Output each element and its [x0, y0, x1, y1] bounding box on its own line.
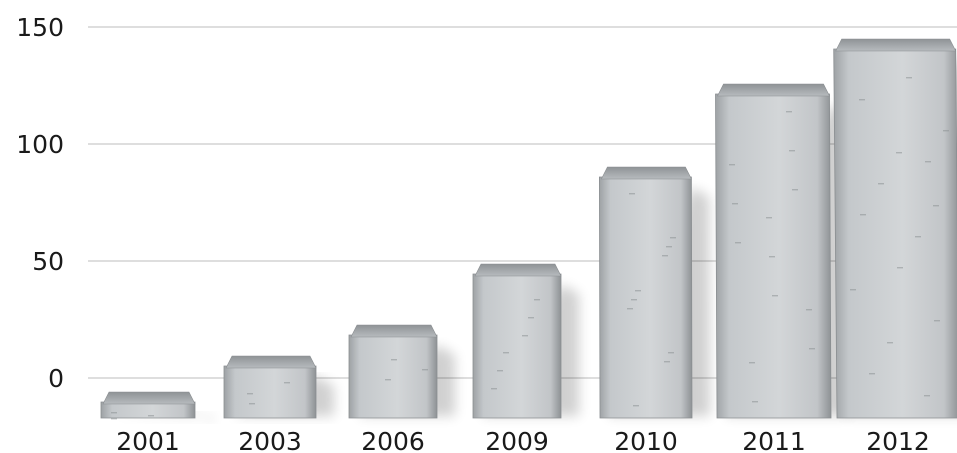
- bar-texture: [749, 362, 755, 364]
- x-tick-label: 2009: [485, 427, 549, 453]
- bar-texture: [752, 401, 758, 403]
- y-axis: 0 50 100 150: [16, 13, 64, 393]
- bar-texture: [933, 205, 939, 207]
- bar-top: [474, 263, 562, 277]
- bar-texture: [111, 412, 117, 414]
- bar-top: [102, 391, 196, 405]
- bar-top: [600, 166, 692, 180]
- bar-texture: [666, 246, 672, 248]
- y-tick-label: 0: [48, 364, 64, 393]
- bar-face: [100, 401, 196, 419]
- bar-texture: [896, 152, 902, 154]
- bar-2001: [100, 391, 213, 422]
- x-tick-label: 2010: [614, 427, 678, 453]
- bar-texture: [869, 373, 875, 375]
- bar-2012: [833, 38, 957, 419]
- bar-texture: [735, 242, 741, 244]
- bar-texture: [809, 348, 815, 350]
- bar-texture: [924, 395, 930, 397]
- bar-texture: [422, 369, 428, 371]
- bar-texture: [772, 295, 778, 297]
- bar-texture: [391, 359, 397, 361]
- bar-texture: [503, 352, 509, 354]
- bar-texture: [789, 150, 795, 152]
- bar-texture: [906, 77, 912, 79]
- bar-texture: [670, 237, 676, 239]
- bar-texture: [915, 236, 921, 238]
- bar-texture: [631, 299, 637, 301]
- x-tick-label: 2006: [361, 427, 425, 453]
- bar-texture: [897, 267, 903, 269]
- bar-texture: [806, 309, 812, 311]
- bar-2003: [223, 355, 334, 419]
- bar-top: [350, 324, 438, 338]
- bar-face: [833, 48, 957, 419]
- y-tick-label: 150: [16, 13, 64, 42]
- bar-texture: [878, 183, 884, 185]
- bar-texture: [284, 382, 290, 384]
- bar-texture: [247, 393, 253, 395]
- bar-texture: [792, 189, 798, 191]
- bar-texture: [534, 299, 540, 301]
- bar-2010: [598, 166, 710, 419]
- bar-texture: [633, 405, 639, 407]
- bar-top: [225, 355, 317, 369]
- bar-texture: [629, 193, 635, 195]
- bar-texture: [766, 217, 772, 219]
- bar-texture: [249, 403, 255, 405]
- bar-texture: [925, 161, 931, 163]
- x-axis: 2001 2003 2006 2009 2010 2011 2012: [116, 427, 930, 453]
- bar-texture: [627, 308, 633, 310]
- bar-texture: [859, 99, 865, 101]
- bar-texture: [491, 388, 497, 390]
- bar-texture: [786, 111, 792, 113]
- bar-2009: [472, 263, 579, 419]
- bar-texture: [664, 361, 670, 363]
- bar-texture: [934, 320, 940, 322]
- bar-texture: [528, 317, 534, 319]
- y-tick-label: 50: [32, 247, 64, 276]
- bar-texture: [668, 352, 674, 354]
- bar-texture: [522, 335, 528, 337]
- bar-texture: [662, 255, 668, 257]
- bar-2011: [715, 83, 849, 419]
- bar-texture: [385, 379, 391, 381]
- bar-texture: [729, 164, 735, 166]
- bar-top: [835, 38, 957, 52]
- bar-texture: [635, 290, 641, 292]
- x-tick-label: 2001: [116, 427, 180, 453]
- y-tick-label: 100: [16, 130, 64, 159]
- x-tick-label: 2003: [238, 427, 302, 453]
- x-tick-label: 2012: [866, 427, 930, 453]
- bar-texture: [111, 418, 117, 420]
- bars: [100, 38, 957, 422]
- bar-texture: [887, 342, 893, 344]
- bar-face: [472, 273, 562, 419]
- bar-texture: [850, 289, 856, 291]
- bar-texture: [860, 214, 866, 216]
- bar-texture: [497, 370, 503, 372]
- x-tick-label: 2011: [742, 427, 806, 453]
- bar-2006: [348, 324, 455, 419]
- bar-top: [717, 83, 830, 97]
- bar-texture: [769, 256, 775, 258]
- bar-texture: [148, 415, 154, 417]
- bar-texture: [943, 130, 949, 132]
- bar-texture: [732, 203, 738, 205]
- bar-face: [223, 365, 317, 419]
- bar-face: [598, 176, 693, 419]
- bar-face: [348, 334, 438, 419]
